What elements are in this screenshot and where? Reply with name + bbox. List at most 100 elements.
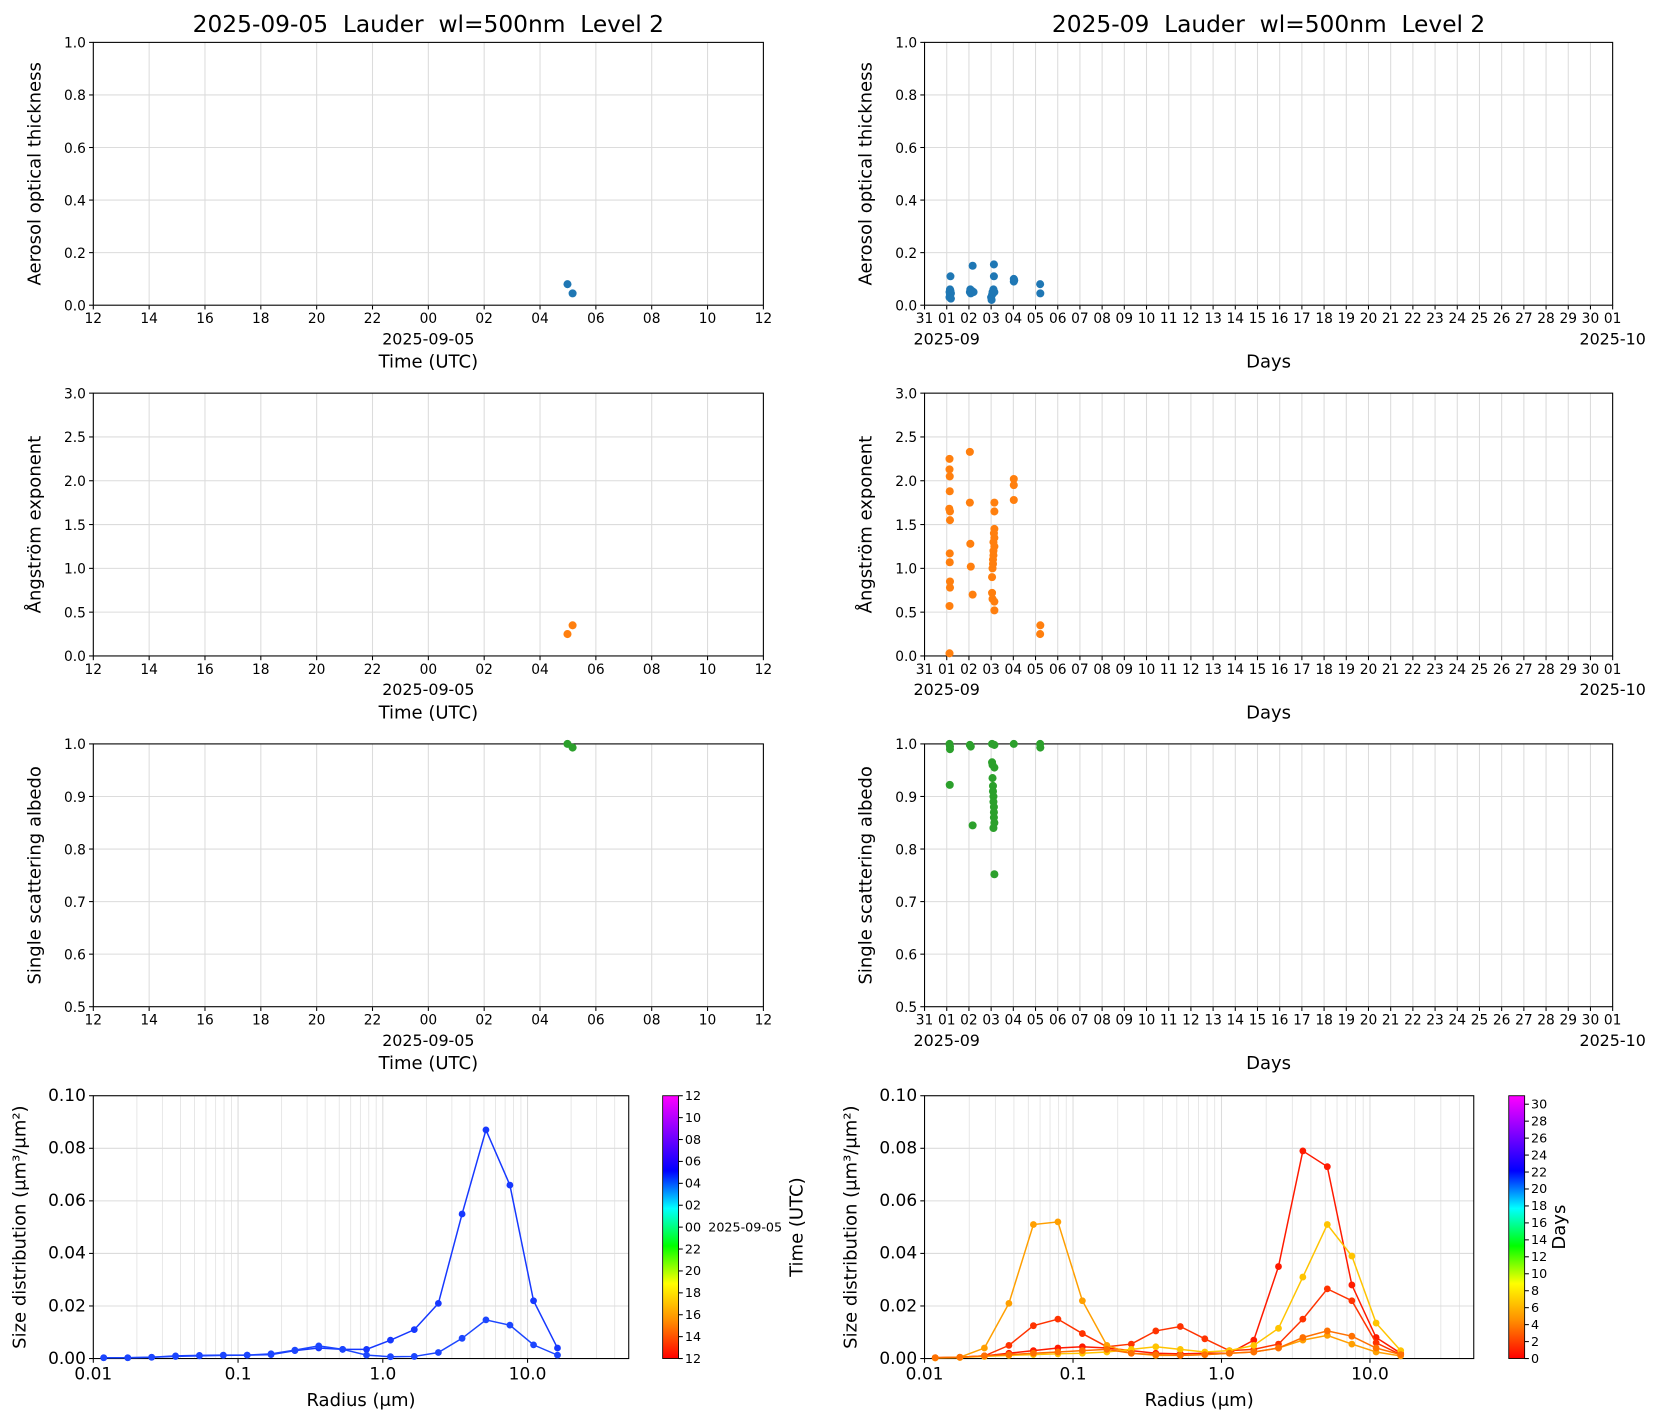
series-point	[434, 1349, 442, 1356]
series-point	[1323, 1285, 1331, 1293]
x-tick-label: 29	[1559, 311, 1577, 327]
series-line	[935, 1223, 1402, 1359]
x-tick-label: 08	[1093, 1013, 1111, 1029]
series-point	[339, 1345, 347, 1353]
x-axis-label: Days	[1246, 1053, 1291, 1074]
x-tick-label: 30	[1582, 1013, 1600, 1029]
x-date-label: 2025-10	[1579, 329, 1645, 348]
data-point	[945, 516, 955, 525]
y-tick-label: 0.10	[48, 1085, 86, 1105]
colorbar-tick-label: 14	[1531, 1232, 1547, 1247]
plot-frame	[924, 1095, 1475, 1360]
x-tick-label: 12	[85, 662, 103, 678]
colorbar-tick-label: 16	[1531, 1215, 1547, 1230]
x-tick-label: 09	[1116, 311, 1134, 327]
colorbar-date-label: 2025-09-05	[708, 1219, 782, 1234]
x-tick-label: 01	[1604, 662, 1622, 678]
x-tick-label: 20	[308, 662, 326, 678]
series-point	[1348, 1281, 1356, 1289]
x-tick-label: 00	[420, 311, 438, 327]
series-point	[363, 1351, 370, 1359]
x-tick-label: 12	[755, 662, 773, 678]
series-line	[935, 1149, 1402, 1359]
colorbar-tick-label: 10	[1531, 1266, 1547, 1281]
chart-title: 2025-09-05 Lauder wl=500nm Level 2	[193, 11, 664, 38]
colorbar-tick-label: 4	[1531, 1317, 1539, 1332]
colorbar-tick-label: 10	[685, 1110, 701, 1125]
x-tick-label: 17	[1293, 1013, 1311, 1029]
y-tick-label: 1.0	[64, 737, 86, 753]
y-tick-label: 1.5	[895, 518, 917, 534]
x-tick-label: 30	[1582, 662, 1600, 678]
colorbar-tick-label: 06	[685, 1154, 701, 1169]
x-tick-label: 12	[1182, 1013, 1200, 1029]
x-tick-label: 22	[364, 311, 382, 327]
x-date-label: 2025-09-05	[382, 680, 474, 699]
x-tick-label: 18	[252, 662, 270, 678]
data-point	[965, 447, 974, 456]
series-point	[458, 1334, 466, 1342]
x-tick-label: 21	[1382, 662, 1400, 678]
y-tick-label: 0.4	[64, 193, 86, 209]
x-tick-label: 09	[1116, 1013, 1134, 1029]
x-axis-label: Radius (μm)	[1145, 1390, 1254, 1411]
data-point	[966, 742, 975, 751]
data-point	[1009, 495, 1018, 505]
x-tick-label: 06	[587, 311, 605, 327]
x-tick-label: 0.1	[1060, 1364, 1087, 1384]
x-tick-label: 18	[252, 311, 270, 327]
series-point	[1275, 1263, 1282, 1270]
series-point	[267, 1350, 275, 1358]
y-axis-label: Size distribution (μm³/μm²)	[9, 1105, 30, 1348]
x-tick-label: 15	[1249, 1013, 1267, 1029]
x-tick-label: 16	[196, 1013, 214, 1029]
x-tick-label: 02	[960, 311, 978, 327]
y-tick-label: 0.5	[64, 605, 86, 621]
y-tick-label: 0.06	[879, 1190, 917, 1210]
series-point	[315, 1342, 323, 1350]
x-axis-label: Time (UTC)	[378, 1053, 479, 1074]
x-tick-label: 10	[1138, 311, 1156, 327]
plot-frame	[92, 1095, 630, 1360]
y-tick-label: 0.8	[895, 842, 917, 858]
x-date-label: 2025-10	[1579, 1031, 1645, 1050]
series-point	[482, 1316, 490, 1324]
x-tick-label: 1.0	[1208, 1364, 1235, 1384]
x-tick-label: 08	[643, 1013, 661, 1029]
colorbar-tick-label: 8	[1531, 1283, 1539, 1298]
series-point	[387, 1353, 394, 1361]
series-point	[1299, 1315, 1307, 1323]
x-tick-label: 28	[1537, 311, 1555, 327]
x-tick-label: 24	[1449, 1013, 1467, 1029]
data-point	[1036, 621, 1045, 630]
x-tick-label: 16	[1271, 662, 1289, 678]
x-tick-label: 20	[308, 311, 326, 327]
y-tick-label: 1.0	[895, 737, 917, 753]
x-tick-label: 20	[1360, 311, 1378, 327]
x-date-label: 2025-10	[1579, 680, 1645, 699]
x-tick-label: 05	[1027, 311, 1045, 327]
series-point	[1054, 1315, 1062, 1323]
x-tick-label: 16	[196, 311, 214, 327]
series-point	[1201, 1351, 1209, 1358]
x-tick-label: 20	[1360, 662, 1378, 678]
data-point	[1036, 630, 1045, 639]
series-point	[1176, 1345, 1184, 1353]
colorbar-tick-label: 22	[685, 1241, 701, 1256]
colorbar-tick-label: 6	[1531, 1300, 1539, 1315]
series-point	[410, 1326, 418, 1334]
series-point	[1299, 1147, 1307, 1155]
x-tick-label: 01	[1604, 1013, 1622, 1029]
data-point	[990, 740, 999, 749]
x-tick-label: 10	[1138, 662, 1156, 678]
series-line	[103, 1319, 558, 1359]
x-tick-label: 00	[420, 1013, 438, 1029]
y-tick-label: 0.02	[879, 1295, 917, 1315]
x-tick-label: 02	[475, 311, 493, 327]
colorbar	[662, 1095, 679, 1359]
x-tick-label: 11	[1160, 311, 1178, 327]
y-tick-label: 0.5	[895, 605, 917, 621]
data-point	[988, 573, 997, 582]
x-axis-label: Days	[1246, 352, 1291, 373]
y-tick-label: 1.0	[64, 562, 86, 578]
